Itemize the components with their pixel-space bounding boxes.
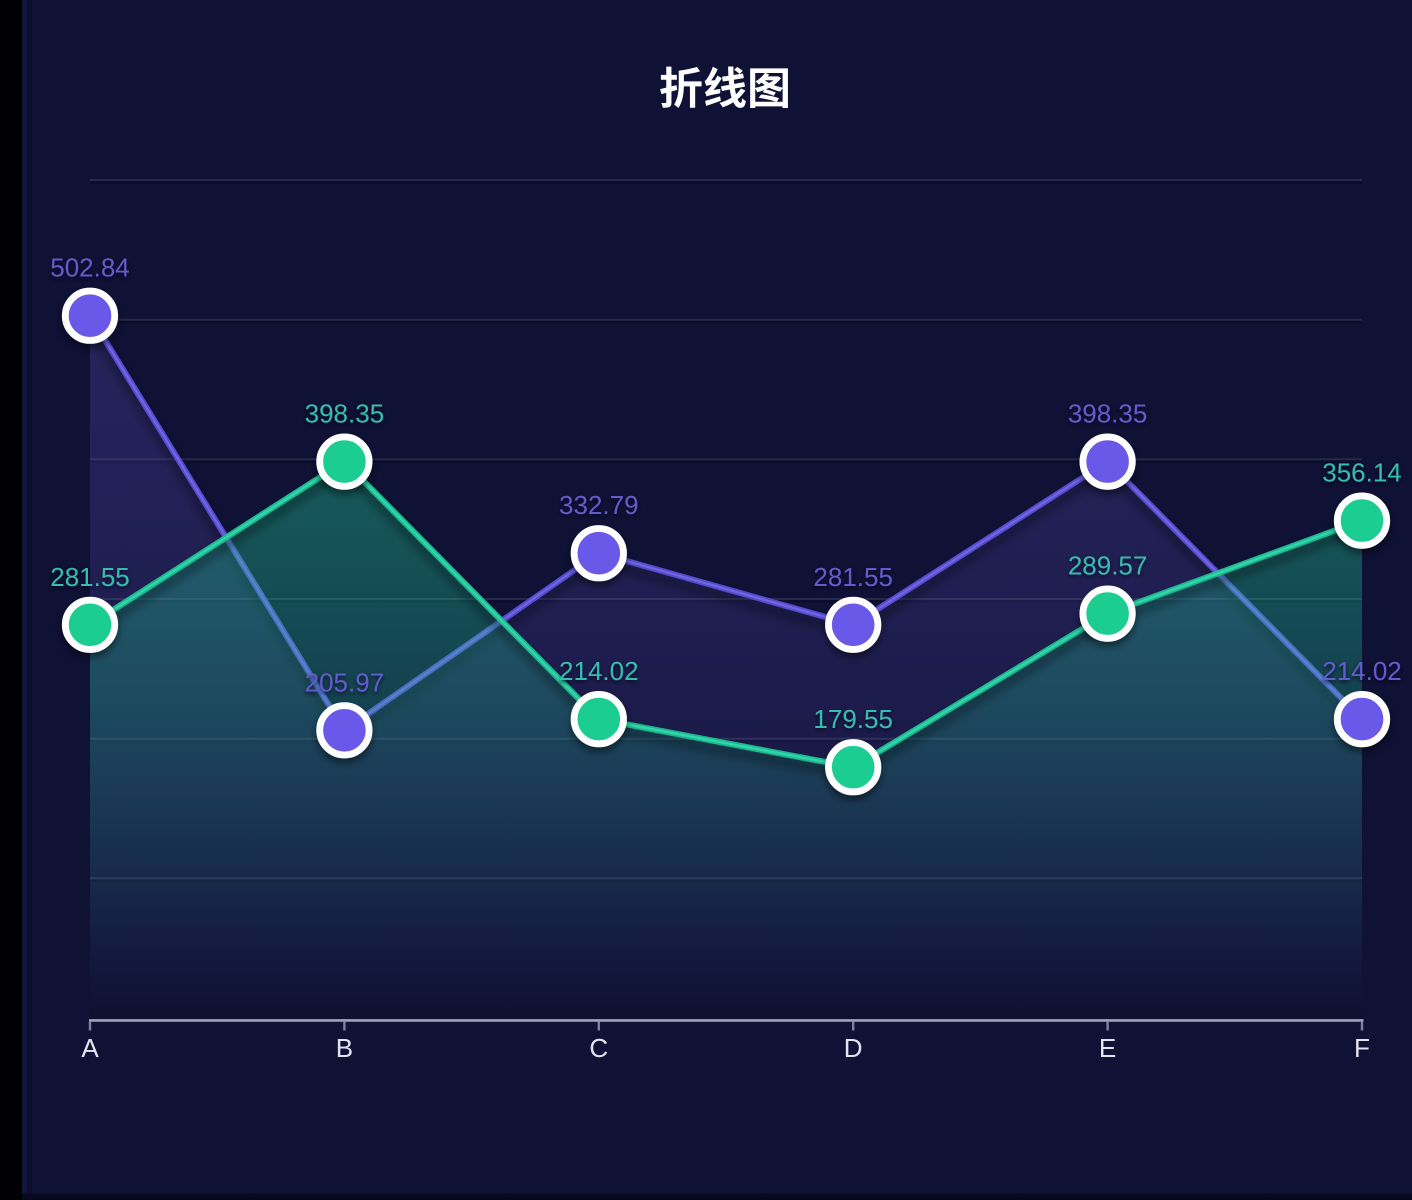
svg-text:A: A bbox=[81, 1033, 99, 1063]
svg-text:179.55: 179.55 bbox=[813, 704, 893, 734]
svg-text:289.57: 289.57 bbox=[1068, 551, 1148, 581]
svg-text:F: F bbox=[1354, 1033, 1370, 1063]
svg-text:502.84: 502.84 bbox=[50, 253, 130, 283]
svg-text:398.35: 398.35 bbox=[1068, 399, 1148, 429]
svg-text:205.97: 205.97 bbox=[305, 667, 385, 697]
svg-text:281.55: 281.55 bbox=[813, 562, 893, 592]
svg-text:356.14: 356.14 bbox=[1322, 458, 1402, 488]
svg-text:214.02: 214.02 bbox=[1322, 656, 1402, 686]
svg-text:E: E bbox=[1099, 1033, 1116, 1063]
svg-text:281.55: 281.55 bbox=[50, 562, 130, 592]
svg-text:214.02: 214.02 bbox=[559, 656, 639, 686]
svg-text:D: D bbox=[844, 1033, 863, 1063]
svg-text:C: C bbox=[589, 1033, 608, 1063]
svg-text:B: B bbox=[336, 1033, 353, 1063]
svg-text:398.35: 398.35 bbox=[305, 399, 385, 429]
svg-text:332.79: 332.79 bbox=[559, 490, 639, 520]
